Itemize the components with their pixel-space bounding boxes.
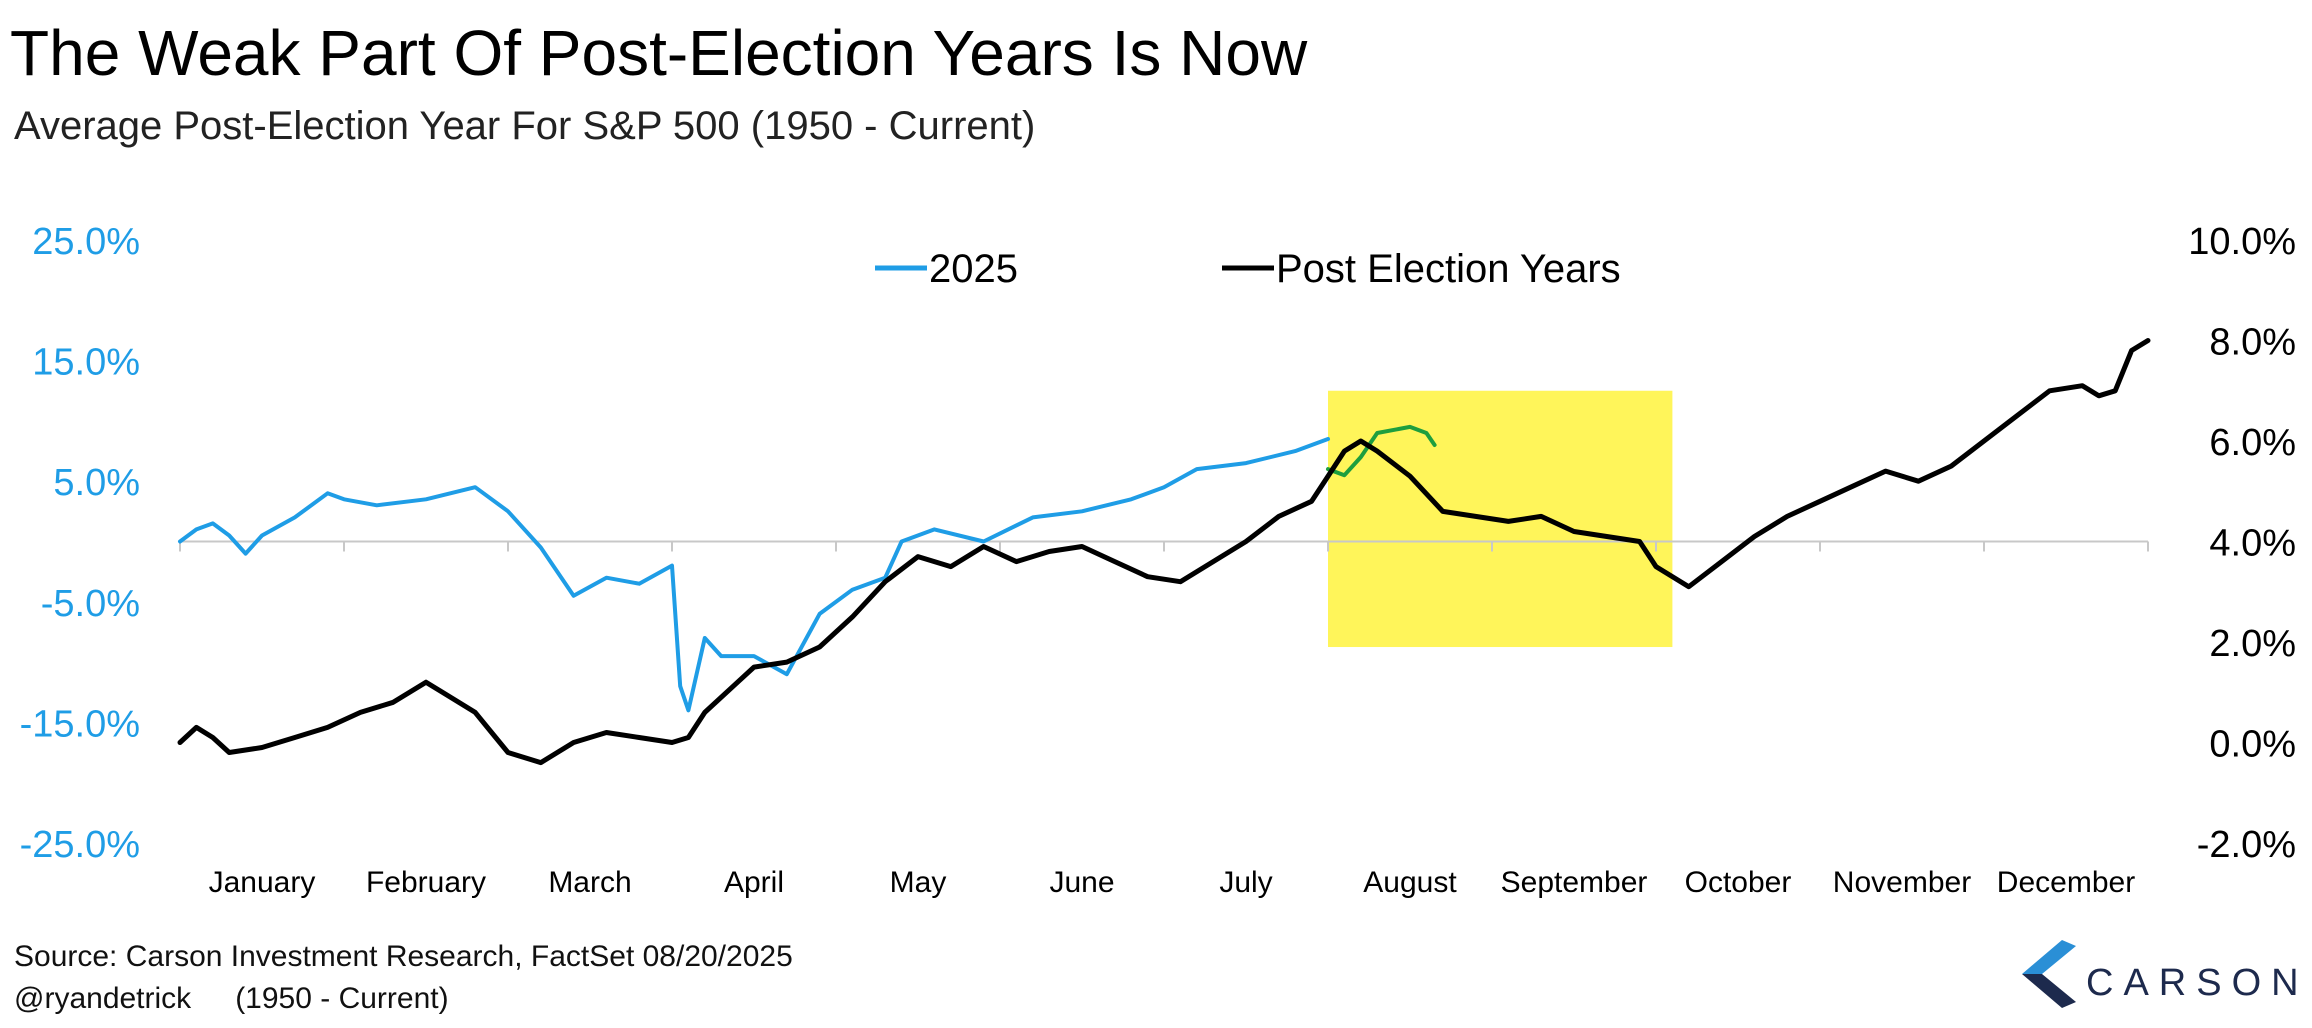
legend-label: 2025	[929, 247, 1018, 291]
x-tick-label: December	[1997, 866, 2135, 899]
x-tick-label: April	[724, 866, 784, 899]
chart-title: The Weak Part Of Post-Election Years Is …	[10, 17, 1308, 89]
y-axis-right-labels: 10.0% 8.0% 6.0% 4.0% 2.0% 0.0% -2.0%	[2188, 221, 2296, 866]
carson-chevron-logo-icon	[2022, 940, 2076, 1008]
y-left-tick-label: 5.0%	[53, 462, 140, 504]
source-note: Source: Carson Investment Research, Fact…	[14, 940, 793, 973]
brand: CARSON	[2018, 940, 2299, 1020]
x-tick-label: September	[1501, 866, 1648, 899]
x-tick-label: October	[1685, 866, 1792, 899]
y-right-tick-label: -2.0%	[2197, 824, 2296, 866]
y-right-tick-label: 4.0%	[2209, 523, 2296, 565]
series-2025	[178, 437, 1330, 713]
x-tick-label: June	[1049, 866, 1114, 899]
author-handle: @ryandetrick	[14, 982, 192, 1015]
y-right-tick-label: 2.0%	[2209, 623, 2296, 665]
chart-subtitle: Average Post-Election Year For S&P 500 (…	[14, 104, 1036, 148]
x-tick-label: August	[1363, 866, 1457, 899]
y-left-tick-label: -5.0%	[41, 583, 140, 625]
x-tick-label: July	[1219, 866, 1272, 899]
y-right-tick-label: 0.0%	[2209, 724, 2296, 766]
y-axis-left-labels: 25.0% 15.0% 5.0% -5.0% -15.0% -25.0%	[20, 221, 140, 866]
legend: 2025 Post Election Years	[875, 247, 1621, 291]
author-note: @ryandetrick (1950 - Current)	[14, 982, 449, 1016]
x-tick-label: November	[1833, 866, 1971, 899]
brand-name: CARSON	[2086, 962, 2309, 1004]
y-right-tick-label: 10.0%	[2188, 221, 2296, 263]
y-left-tick-label: -25.0%	[20, 824, 140, 866]
series-post-election-years	[177, 338, 2151, 766]
x-tick-label: February	[366, 866, 486, 899]
y-left-tick-label: 25.0%	[32, 221, 140, 263]
author-range: (1950 - Current)	[235, 982, 449, 1015]
legend-label: Post Election Years	[1276, 247, 1621, 291]
x-axis-ticks	[179, 541, 2149, 552]
series-2025-recent	[1326, 424, 1437, 478]
x-tick-label: January	[209, 866, 316, 899]
y-left-tick-label: 15.0%	[32, 342, 140, 384]
x-axis-labels: January February March April May June July Augu…	[209, 866, 2136, 899]
x-tick-label: March	[548, 866, 631, 899]
y-right-tick-label: 6.0%	[2209, 422, 2296, 464]
series-lines	[177, 338, 2151, 766]
y-right-tick-label: 8.0%	[2209, 322, 2296, 364]
y-left-tick-label: -15.0%	[20, 703, 140, 745]
x-tick-label: May	[890, 866, 947, 899]
